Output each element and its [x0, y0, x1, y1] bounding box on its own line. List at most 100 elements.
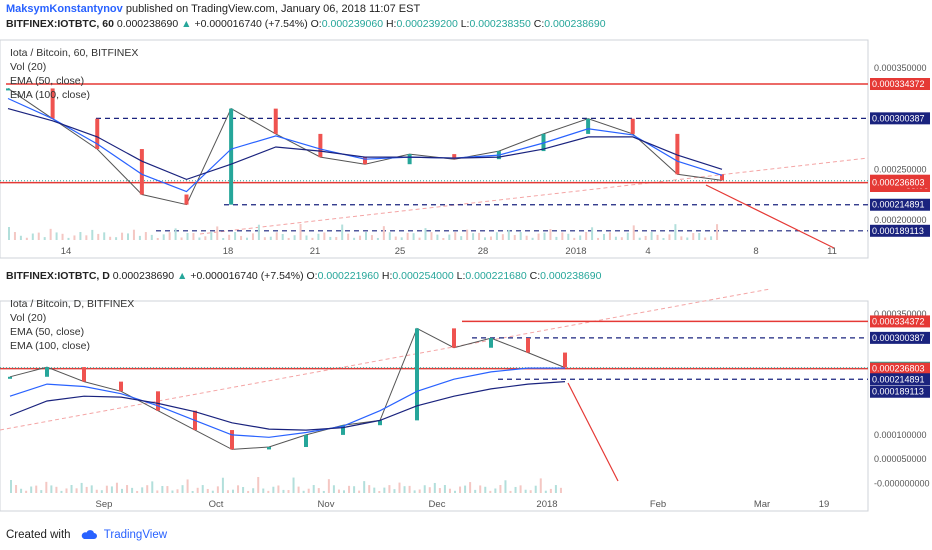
hourly-chart-svg[interactable]: 0.000350000 0.000250000 0.000200000 0.00033…	[0, 34, 932, 262]
volume-bar	[151, 481, 154, 493]
volume-bar	[424, 228, 427, 240]
series-line	[7, 97, 723, 193]
volume-bar	[146, 485, 149, 493]
legend-ema50[interactable]: EMA (50, close)	[10, 326, 85, 338]
volume-bar	[603, 233, 605, 240]
candle	[119, 381, 123, 392]
candle	[720, 174, 724, 181]
top-low: 0.000238350	[469, 18, 531, 30]
top-change: +0.000016740 (+7.54%)	[194, 18, 308, 30]
volume-bar	[79, 232, 82, 240]
volume-bar	[539, 478, 542, 493]
bottom-o-label: O:	[306, 270, 318, 282]
volume-bar	[317, 488, 320, 493]
volume-bar	[358, 490, 361, 493]
price-tag	[870, 78, 930, 91]
legend-title[interactable]: Iota / Bitcoin, 60, BITFINEX	[10, 47, 139, 59]
price-tag-label: 0.000300387	[872, 113, 925, 123]
top-up-arrow-icon: ▲	[181, 18, 192, 30]
author-link[interactable]: MaksymKonstantynov	[6, 3, 123, 15]
volume-bar	[262, 488, 265, 493]
hourly-chart-panel[interactable]: 0.000350000 0.000250000 0.000200000 0.00033…	[0, 34, 932, 262]
volume-bar	[282, 489, 285, 493]
candle	[341, 425, 345, 435]
top-l-label: L:	[460, 18, 470, 30]
publish-date: published on TradingView.com, January 06…	[125, 3, 421, 15]
daily-chart-panel[interactable]: 0.000350000 0.000100000 0.000050000 -0.0000…	[0, 285, 932, 519]
volume-bar	[8, 227, 10, 240]
candle	[304, 434, 308, 447]
volume-bar	[529, 490, 532, 493]
volume-bar	[519, 485, 522, 493]
volume-bar	[662, 237, 665, 240]
daily-chart-svg[interactable]: 0.000350000 0.000100000 0.000050000 -0.0000…	[0, 285, 932, 519]
volume-bar	[13, 232, 16, 240]
candle	[318, 133, 323, 158]
top-symbol[interactable]: BITFINEX:IOTBTC, 60	[6, 18, 114, 30]
volume-bar	[478, 232, 481, 240]
volume-bar	[162, 234, 165, 240]
candle	[675, 133, 680, 175]
volume-bar	[408, 485, 411, 493]
volume-bar	[312, 485, 315, 493]
volume-bar	[287, 490, 290, 493]
x-tick-label: Dec	[429, 499, 446, 510]
tradingview-logo[interactable]: TradingView	[103, 529, 168, 541]
volume-bar	[161, 485, 164, 493]
volume-bar	[156, 490, 159, 493]
volume-bar	[25, 490, 28, 493]
x-tick-label: 25	[395, 246, 406, 257]
volume-bar	[370, 235, 373, 240]
series-line	[9, 367, 565, 438]
candle	[229, 108, 234, 205]
legend-title[interactable]: Iota / Bitcoin, D, BITFINEX	[10, 298, 135, 310]
volume-bar	[337, 489, 340, 493]
volume-bar	[501, 234, 504, 240]
volume-bar	[168, 232, 171, 240]
candle	[489, 338, 493, 348]
volume-bar	[579, 235, 582, 240]
legend-ema50[interactable]: EMA (50, close)	[10, 75, 85, 87]
x-tick-label: Feb	[650, 499, 666, 510]
volume-bar	[514, 486, 517, 493]
volume-bar	[531, 237, 534, 240]
candle	[526, 338, 530, 353]
price-tick-label: 0.000350000	[874, 63, 927, 73]
volume-bar	[585, 232, 588, 240]
legend-vol[interactable]: Vol (20)	[10, 312, 47, 324]
volume-bar	[406, 232, 409, 240]
volume-bar	[317, 233, 320, 240]
volume-bar	[368, 485, 371, 493]
daily-legend: Iota / Bitcoin, D, BITFINEX Vol (20) EMA…	[10, 297, 134, 353]
volume-bar	[464, 485, 467, 493]
volume-bar	[555, 236, 558, 240]
volume-bar	[121, 232, 124, 240]
volume-bar	[329, 236, 332, 240]
volume-bar	[61, 233, 64, 240]
volume-bar	[443, 485, 446, 493]
volume-bar	[433, 482, 436, 493]
volume-bar	[418, 489, 421, 493]
volume-bar	[353, 486, 356, 493]
volume-bar	[716, 224, 719, 240]
top-c-label: C:	[533, 18, 545, 30]
price-tag	[870, 362, 930, 375]
series-line	[9, 327, 566, 450]
legend-ema100[interactable]: EMA (100, close)	[10, 89, 90, 101]
x-tick-label: 4	[645, 246, 650, 257]
volume-bar	[442, 237, 445, 240]
volume-bar	[341, 224, 344, 240]
volume-bar	[35, 485, 38, 493]
volume-bar	[275, 232, 278, 240]
bottom-symbol[interactable]: BITFINEX:IOTBTC, D	[6, 270, 110, 282]
volume-bar	[348, 485, 351, 493]
bottom-h-label: H:	[381, 270, 393, 282]
volume-bar	[19, 235, 22, 240]
legend-ema100[interactable]: EMA (100, close)	[10, 340, 90, 352]
price-tag-label: 0.000214891	[872, 200, 925, 210]
volume-bar	[299, 224, 302, 240]
volume-bar	[365, 232, 367, 240]
legend-vol[interactable]: Vol (20)	[10, 61, 47, 73]
volume-bar	[115, 482, 118, 493]
volume-bar	[479, 485, 482, 493]
